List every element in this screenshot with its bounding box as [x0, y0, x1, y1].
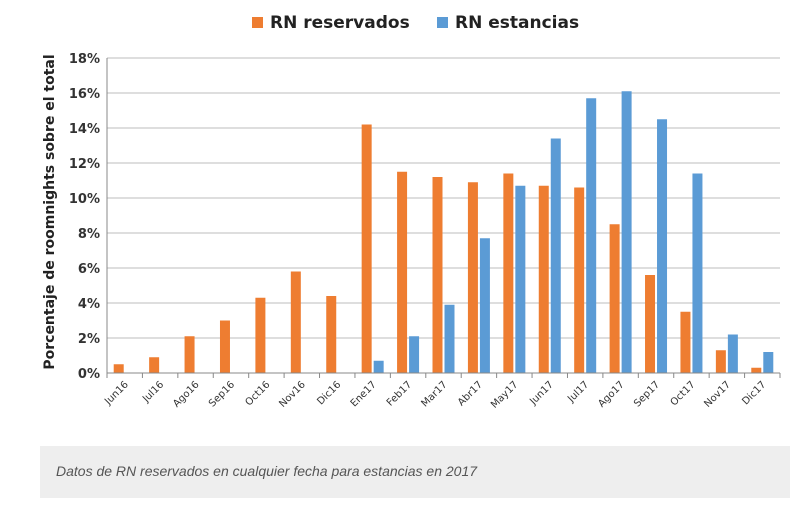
y-tick-labels: 0% 2% 4% 6% 8% 10% 12% 14% 16% 18%	[69, 52, 100, 382]
legend-label: RN reservados	[270, 13, 410, 33]
y-tick-label: 8%	[78, 227, 100, 242]
bar-reservados	[680, 311, 691, 373]
x-tick-label: Jul16	[140, 379, 166, 405]
bar-estancias	[550, 138, 561, 373]
x-tick-label: Feb17	[385, 379, 414, 408]
y-tick-label: 18%	[69, 52, 100, 67]
bar-reservados	[149, 357, 160, 373]
bar-estancias	[586, 98, 597, 373]
bar-reservados	[397, 171, 408, 373]
axes	[106, 58, 781, 378]
bar-reservados	[326, 296, 337, 373]
x-tick-label: Ago16	[171, 379, 201, 409]
bar-reservados	[609, 224, 620, 373]
chart: 0%2%4%6%8%10%12%14%16%18% Jun16 Jul16 Ago1…	[42, 13, 781, 411]
legend-swatch	[252, 17, 263, 28]
x-tick-label: Ago17	[596, 379, 626, 409]
bar-estancias	[409, 336, 420, 373]
bar-reservados	[432, 177, 443, 373]
x-tick-label: Sep16	[207, 379, 237, 409]
y-tick-label: 4%	[78, 297, 100, 312]
bar-reservados	[467, 182, 478, 373]
legend-swatch	[437, 17, 448, 28]
bar-reservados	[219, 320, 230, 373]
x-tick-label: Jun16	[102, 379, 131, 408]
legend-label: RN estancias	[455, 13, 579, 33]
x-tick-label: Nov16	[277, 379, 308, 410]
bar-estancias	[692, 173, 703, 373]
bar-estancias	[727, 334, 738, 373]
y-tick-label: 2%	[78, 332, 100, 347]
caption-text: Datos de RN reservados en cualquier fech…	[56, 463, 478, 479]
bar-reservados	[255, 297, 266, 373]
bar-reservados	[715, 350, 726, 373]
bar-reservados	[290, 271, 301, 373]
bar-reservados	[113, 364, 124, 373]
bar-estancias	[444, 304, 455, 373]
x-tick-label: Jul17	[565, 379, 591, 405]
x-tick-label: Ene17	[349, 379, 379, 409]
x-tick-label: Oct16	[244, 379, 273, 408]
bar-reservados	[184, 336, 195, 373]
y-tick-label: 16%	[69, 87, 100, 102]
bar-estancias	[515, 185, 526, 373]
bar-estancias	[621, 91, 632, 373]
caption-box: Datos de RN reservados en cualquier fech…	[40, 446, 790, 498]
y-tick-label: 6%	[78, 262, 100, 277]
x-tick-label: Abr17	[456, 379, 485, 408]
bar-reservados	[503, 173, 514, 373]
y-tick-label: 10%	[69, 192, 100, 207]
x-tick-label: Oct17	[669, 379, 698, 408]
bar-reservados	[361, 124, 372, 373]
bar-reservados	[538, 185, 549, 373]
grid-lines	[107, 57, 780, 374]
x-tick-label: Sep17	[632, 379, 662, 409]
y-axis-label: Porcentaje de roomnights sobre el total	[42, 54, 58, 369]
legend: RN reservados RN estancias	[252, 13, 579, 33]
bar-estancias	[657, 119, 668, 373]
bar-estancias	[763, 352, 774, 373]
x-tick-label: Dic16	[315, 379, 343, 407]
y-tick-label: 0%	[78, 367, 100, 382]
bar-estancias	[479, 238, 490, 373]
bar-reservados	[751, 367, 762, 373]
x-tick-label: Jun17	[527, 379, 556, 408]
x-tick-label: Dic17	[740, 379, 768, 407]
x-tick-label: Mar17	[420, 379, 450, 409]
bars	[113, 91, 774, 373]
bar-estancias	[373, 360, 384, 373]
y-tick-label: 14%	[69, 122, 100, 137]
x-tick-label: May17	[489, 379, 520, 410]
x-tick-label: Nov17	[702, 379, 733, 410]
bar-reservados	[645, 275, 656, 373]
x-tick-labels: Jun16 Jul16 Ago16 Sep16 Oct16 Nov16 Dic16 Ene17…	[102, 379, 768, 410]
bar-reservados	[574, 187, 585, 373]
y-tick-label: 12%	[69, 157, 100, 172]
